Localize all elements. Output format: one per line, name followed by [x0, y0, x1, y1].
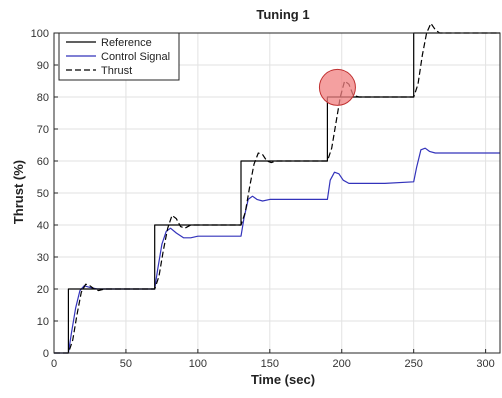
y-tick-label: 40	[37, 220, 49, 232]
series-line-reference	[54, 32, 500, 354]
x-tick-label: 50	[120, 358, 132, 370]
annotation-layer	[318, 68, 356, 106]
x-tick-label: 100	[189, 358, 207, 370]
y-tick-label: 90	[37, 60, 49, 72]
x-tick-label: 250	[404, 358, 422, 370]
y-tick-label: 30	[37, 252, 49, 264]
y-tick-label: 60	[37, 156, 49, 168]
legend-label: Control Signal	[101, 51, 170, 63]
chart-title: Tuning 1	[256, 7, 309, 22]
y-tick-label: 100	[31, 28, 49, 40]
x-axis-label: Time (sec)	[251, 372, 315, 387]
legend: Reference Control Signal Thrust	[58, 32, 180, 81]
x-tick-label: 0	[51, 358, 57, 370]
legend-label: Reference	[101, 37, 152, 49]
y-axis-label: Thrust (%)	[11, 160, 26, 224]
y-tick-label: 0	[43, 348, 49, 360]
x-tick-label: 150	[261, 358, 279, 370]
highlight-circle	[318, 68, 356, 106]
x-tick-label: 200	[333, 358, 351, 370]
y-tick-label: 10	[37, 316, 49, 328]
legend-label: Thrust	[101, 65, 132, 77]
y-tick-label: 80	[37, 92, 49, 104]
y-tick-label: 50	[37, 188, 49, 200]
tick-layer: 0 50 100 150 200 250 300 0 10 20 30 40 50 60 70 80 90 100	[31, 28, 495, 370]
grid	[53, 32, 500, 354]
x-tick-label: 300	[476, 358, 494, 370]
series-layer	[54, 22, 500, 354]
y-tick-label: 20	[37, 284, 49, 296]
y-tick-label: 70	[37, 124, 49, 136]
series-line-thrust	[54, 22, 500, 354]
series-line-control-signal	[54, 147, 500, 354]
